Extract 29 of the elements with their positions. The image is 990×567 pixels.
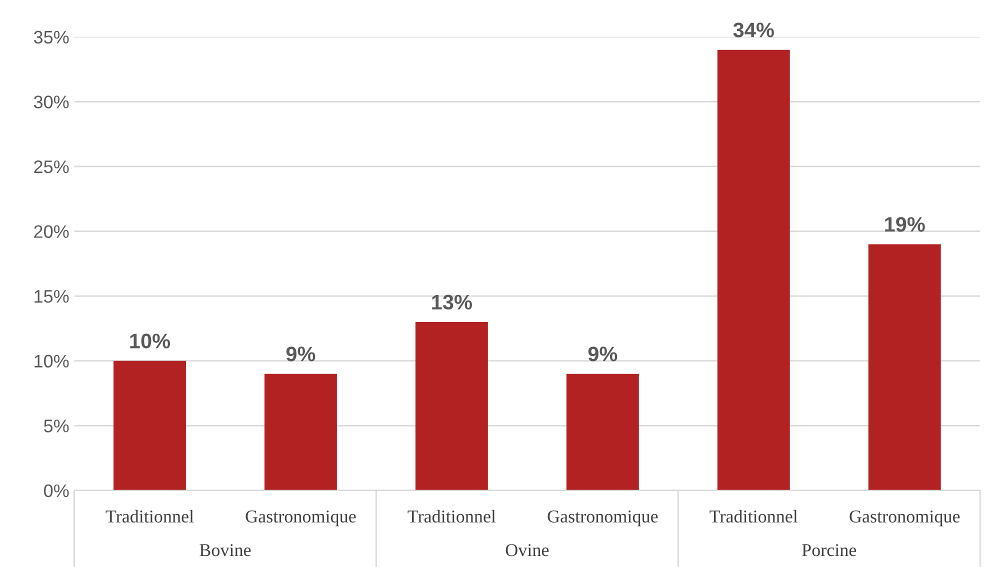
text: Bovine xyxy=(200,544,251,556)
y-tick-label: 5% xyxy=(44,420,69,432)
y-tick-label: 20% xyxy=(34,225,69,238)
x-tick-label: Traditionnel xyxy=(408,510,496,523)
x-tick-label: Gastronomique xyxy=(246,510,356,526)
text: Ovine xyxy=(506,544,549,556)
data-label: 9% xyxy=(588,346,618,362)
bar xyxy=(868,244,941,490)
text: Porcine xyxy=(802,544,856,556)
x-tick-label: Gastronomique xyxy=(850,510,960,526)
y-tick-label: 0% xyxy=(44,484,69,498)
y-tick-label: 10% xyxy=(34,354,69,368)
bar xyxy=(415,322,488,490)
bar xyxy=(717,50,790,490)
data-label: 34% xyxy=(733,22,774,38)
bar xyxy=(566,374,639,490)
data-label: 13% xyxy=(432,294,472,310)
x-tick-label: Traditionnel xyxy=(106,510,194,523)
x-tick-label: Gastronomique xyxy=(548,510,658,526)
y-tick-label: 30% xyxy=(34,96,69,108)
data-label: 10% xyxy=(130,334,170,348)
data-label: 9% xyxy=(286,346,316,362)
data-label: 19% xyxy=(885,217,925,232)
y-tick-label: 25% xyxy=(34,160,69,174)
x-tick-label: Traditionnel xyxy=(710,510,798,523)
y-tick-label: 15% xyxy=(34,290,69,303)
y-tick-label: 35% xyxy=(34,30,69,44)
bar xyxy=(264,374,337,490)
bar xyxy=(114,360,186,490)
